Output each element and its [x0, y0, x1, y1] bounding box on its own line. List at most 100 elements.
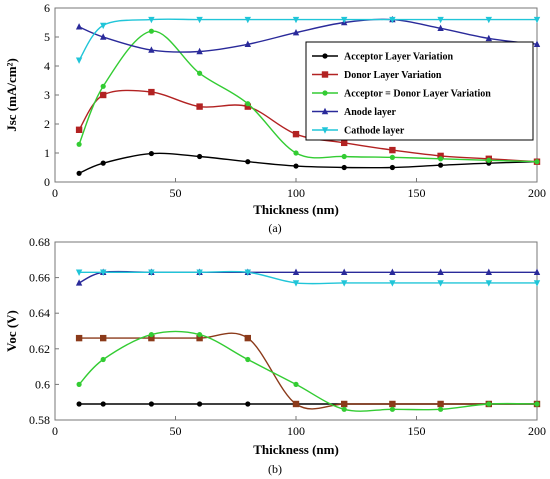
data-point-a-4 [75, 57, 83, 64]
data-point-a-2 [438, 156, 444, 162]
data-point-a-1 [100, 91, 107, 99]
data-point-a-2 [486, 157, 492, 163]
data-point-b-1 [244, 334, 251, 342]
data-point-b-4 [437, 280, 444, 287]
y-tick-label: 0 [44, 175, 50, 189]
legend-label: Donor Layer Variation [344, 70, 442, 81]
data-point-a-3 [292, 28, 300, 36]
legend-marker [321, 107, 329, 115]
chart-panel-b: 0 50 100 150 200 0.58 0.6 0.62 0.64 0.66 0.68 Thic… [4, 235, 546, 476]
y-tick-label: 0.66 [29, 271, 50, 285]
data-point-a-2 [245, 101, 251, 107]
panel-label-b: (b) [268, 462, 282, 476]
data-point-a-2 [100, 83, 106, 89]
series-group-b [75, 268, 541, 412]
data-point-a-2 [389, 154, 395, 160]
axes-a: 0 50 100 150 200 0 1 2 3 4 5 6 [44, 1, 546, 200]
legend-box [305, 41, 534, 141]
data-point-a-0 [245, 159, 251, 165]
data-point-a-2 [341, 153, 347, 160]
data-point-a-4 [244, 16, 251, 24]
data-point-b-2 [100, 356, 106, 363]
data-point-b-2 [197, 331, 203, 338]
series-line-a-2 [78, 30, 538, 163]
data-point-b-4 [100, 269, 107, 276]
data-point-a-4 [292, 16, 300, 24]
data-point-b-4 [148, 269, 155, 276]
data-point-a-3 [196, 47, 203, 55]
data-point-a-4 [100, 22, 107, 30]
data-point-b-1 [437, 400, 444, 408]
data-point-b-3 [75, 279, 83, 286]
data-point-a-4 [148, 16, 155, 24]
data-point-a-4 [485, 16, 492, 24]
y-axis-title-a: Jsc (mA/cm²) [4, 58, 19, 132]
legend: Acceptor Layer Variation Donor Layer Vari… [305, 41, 534, 141]
data-point-a-3 [485, 34, 492, 42]
data-point-a-4 [533, 16, 541, 24]
data-point-b-1 [341, 400, 348, 408]
data-point-b-2 [341, 406, 347, 412]
data-point-a-3 [533, 40, 541, 47]
data-point-b-0 [76, 401, 82, 407]
data-point-b-4 [341, 280, 348, 287]
legend-label: Anode layer [344, 107, 397, 118]
legend-marker [321, 71, 329, 78]
data-point-a-2 [148, 28, 154, 34]
y-tick-label: 4 [44, 59, 50, 73]
data-point-a-1 [148, 88, 155, 96]
data-point-b-3 [533, 268, 541, 275]
data-point-a-0 [197, 153, 203, 160]
y-tick-label: 2 [44, 117, 50, 131]
data-point-a-1 [75, 126, 83, 133]
data-point-a-1 [389, 146, 396, 154]
data-point-b-2 [389, 406, 395, 412]
data-point-b-2 [293, 381, 299, 387]
data-point-a-4 [196, 16, 203, 24]
x-tick-label: 200 [528, 424, 546, 438]
x-tick-label: 150 [408, 186, 426, 200]
data-point-a-3 [100, 33, 107, 40]
legend-marker [322, 53, 328, 59]
legend-label: Acceptor Layer Variation [344, 52, 454, 63]
data-point-b-0 [197, 401, 203, 407]
x-tick-label: 50 [170, 186, 182, 200]
x-tick-label: 100 [287, 186, 305, 200]
data-point-b-1 [100, 334, 107, 342]
data-point-b-4 [485, 280, 492, 287]
data-point-b-4 [533, 280, 541, 287]
data-point-a-4 [341, 16, 348, 24]
y-tick-label: 5 [44, 30, 50, 44]
data-point-b-2 [534, 401, 540, 407]
data-point-b-0 [148, 401, 154, 407]
y-tick-label: 0.64 [29, 306, 50, 320]
x-tick-label: 100 [287, 424, 305, 438]
data-point-b-2 [76, 381, 82, 387]
y-tick-label: 3 [44, 88, 50, 102]
y-tick-label: 6 [44, 1, 50, 15]
data-point-a-2 [293, 150, 299, 156]
x-tick-label: 0 [52, 186, 58, 200]
legend-item: Acceptor = Donor Layer Variation [312, 89, 491, 100]
data-point-a-0 [341, 164, 347, 171]
data-point-b-4 [196, 269, 203, 276]
legend-label: Cathode layer [344, 126, 405, 137]
data-point-a-0 [100, 160, 106, 166]
x-tick-label: 200 [528, 186, 546, 200]
data-point-b-4 [292, 280, 300, 287]
x-axis-title-a: Thickness (nm) [253, 202, 339, 217]
data-point-a-0 [389, 164, 395, 171]
data-point-b-2 [438, 406, 444, 412]
x-axis-title-b: Thickness (nm) [253, 442, 339, 457]
data-point-b-1 [292, 400, 300, 408]
chart-panel-a: 0 50 100 150 200 0 1 2 3 4 5 6 Thickness (nm) Jsc (… [4, 1, 546, 235]
data-point-b-3 [485, 268, 492, 275]
data-point-b-2 [486, 401, 492, 407]
x-tick-label: 50 [170, 424, 182, 438]
x-tick-label: 150 [408, 424, 426, 438]
y-tick-label: 0.68 [29, 235, 50, 249]
data-point-a-3 [148, 46, 155, 53]
data-point-b-1 [75, 334, 83, 342]
panel-label-a: (a) [268, 221, 281, 235]
y-axis-title-b: Voc (V) [4, 310, 19, 352]
